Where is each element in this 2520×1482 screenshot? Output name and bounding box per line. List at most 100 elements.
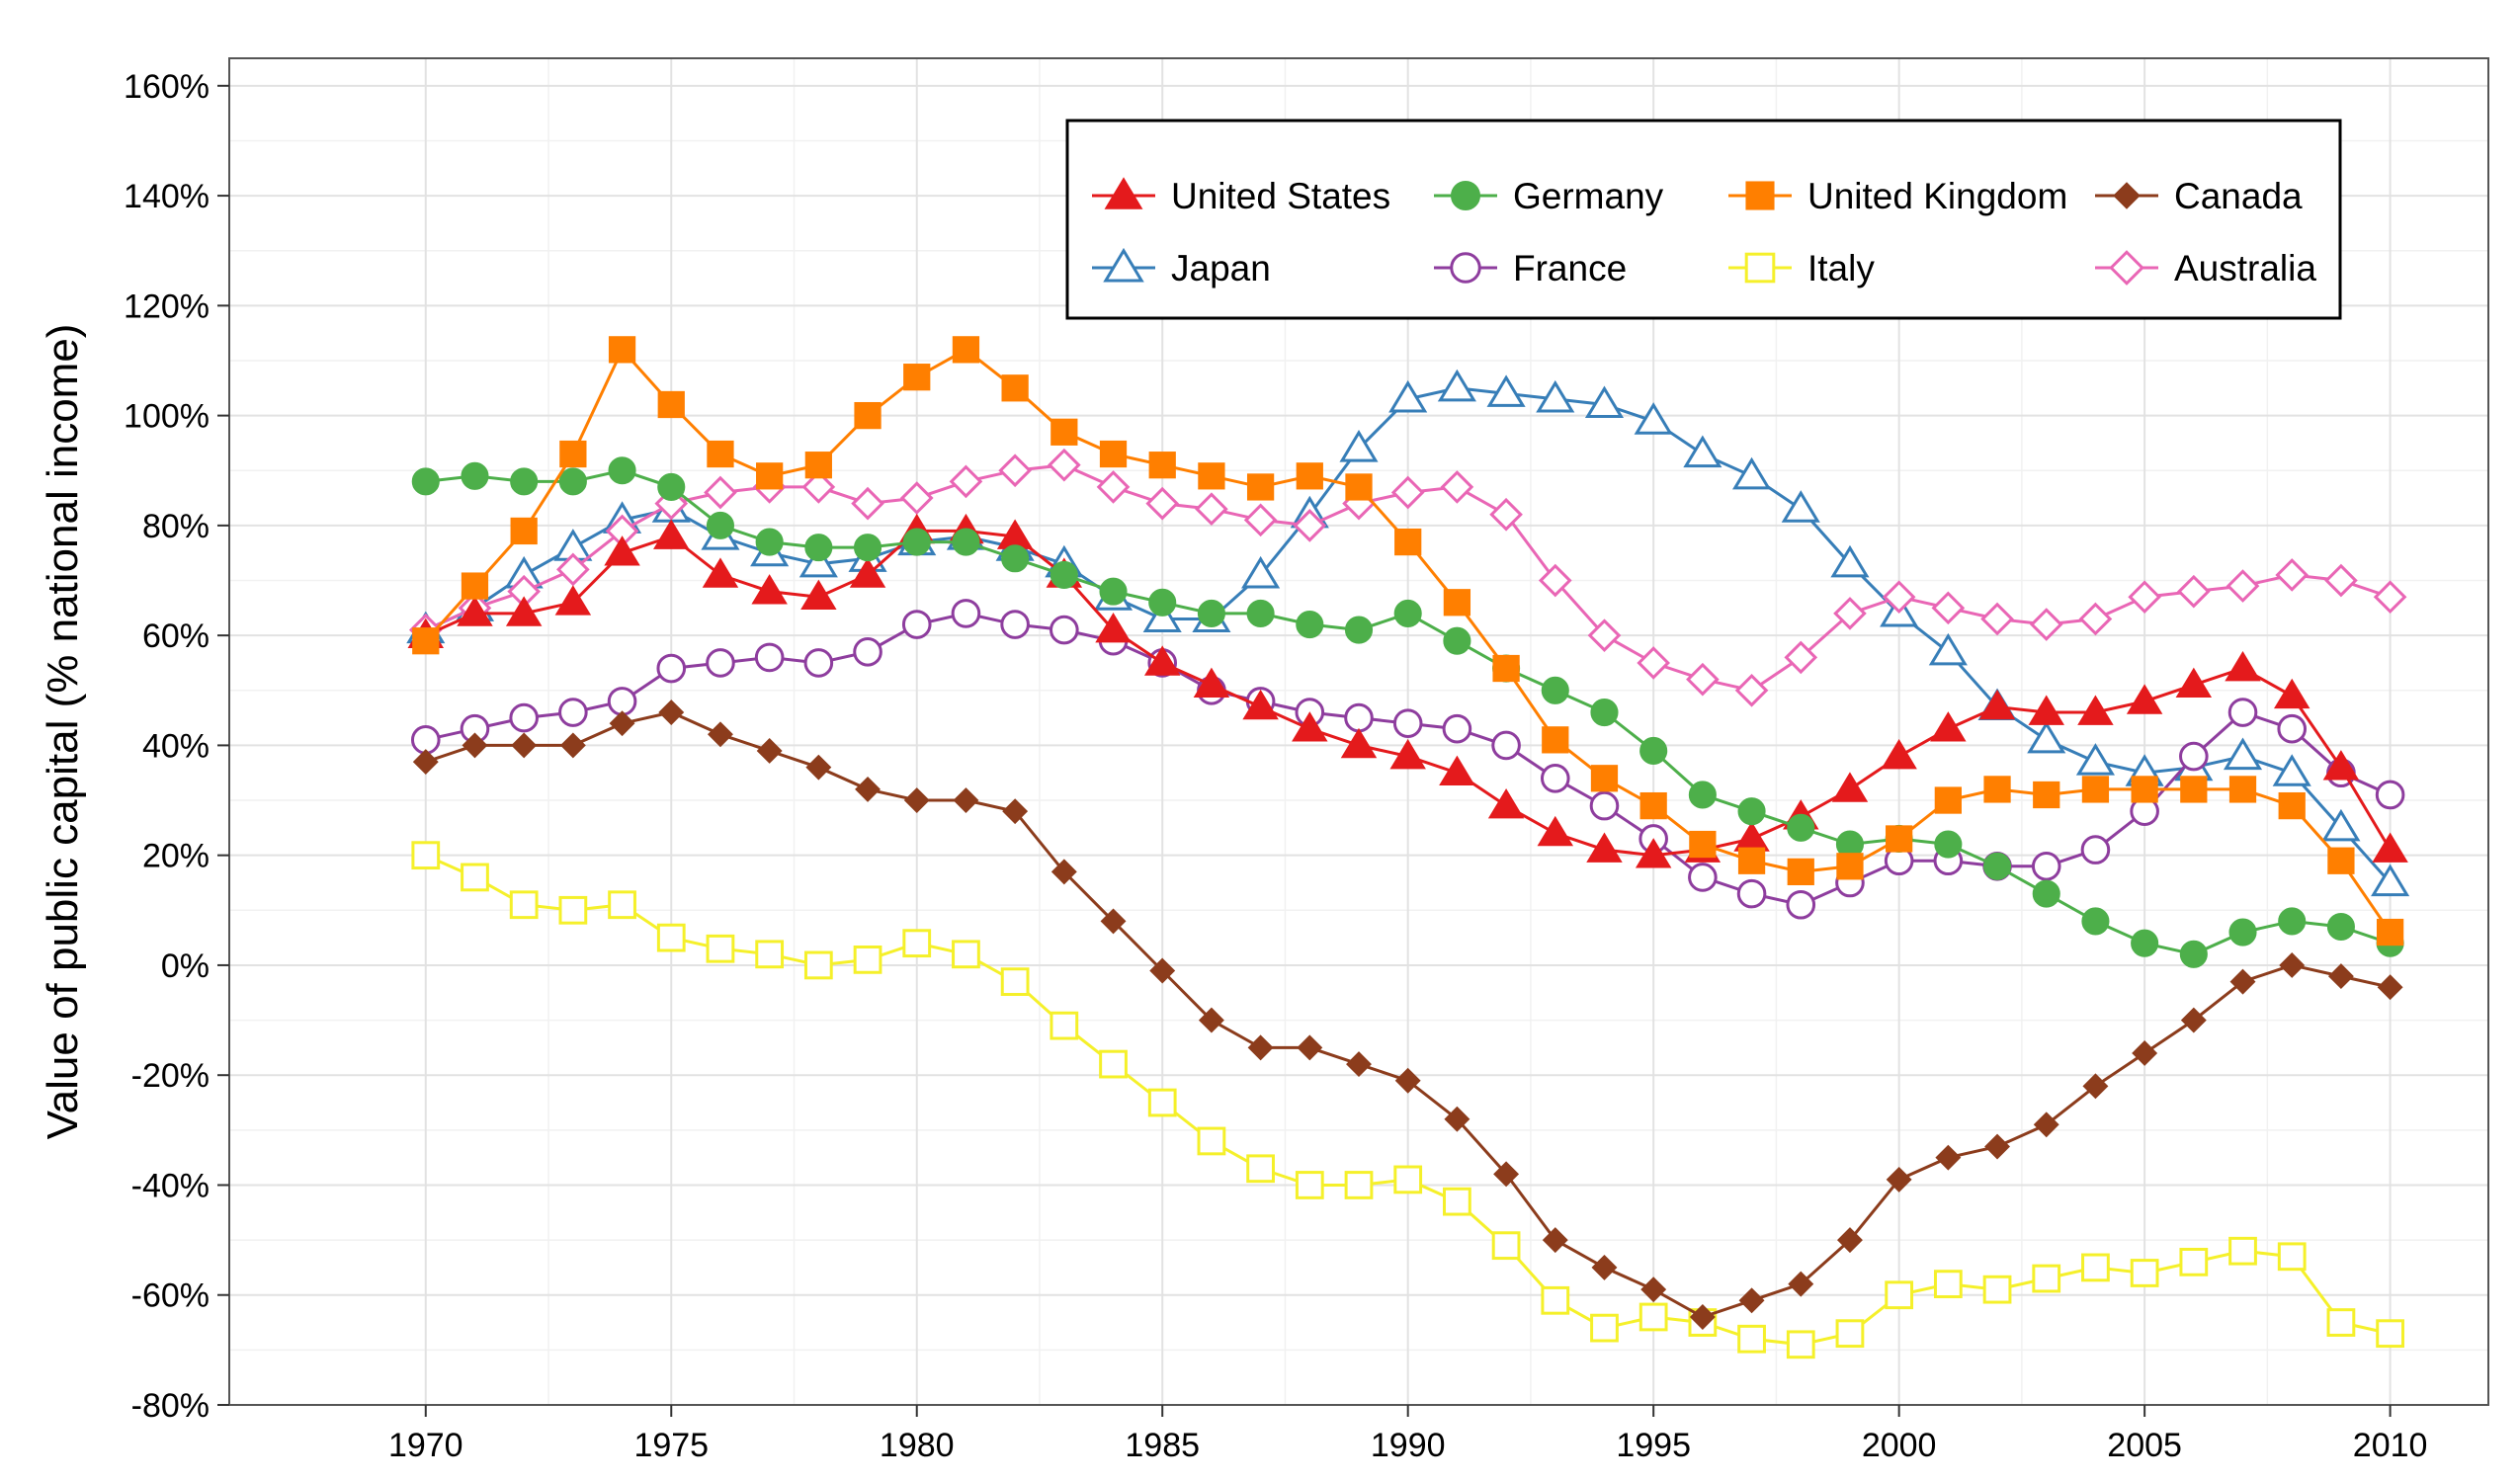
y-tick-label: 80% bbox=[142, 508, 210, 545]
data-point-italy bbox=[2326, 1308, 2356, 1337]
data-point-australia bbox=[1440, 470, 1474, 504]
data-point-japan bbox=[798, 544, 838, 578]
y-tick-label: 40% bbox=[142, 727, 210, 765]
data-point-canada bbox=[1542, 1227, 1568, 1254]
data-point-australia bbox=[1293, 509, 1327, 542]
plot-panel-border bbox=[228, 57, 2489, 1406]
data-point-italy bbox=[1050, 1011, 1079, 1040]
data-point-united-states bbox=[2225, 650, 2261, 682]
data-point-canada bbox=[903, 787, 930, 814]
data-point-italy bbox=[461, 863, 489, 892]
data-point-united-states bbox=[1635, 838, 1672, 868]
data-point-france bbox=[803, 648, 834, 678]
data-point-france bbox=[656, 653, 687, 684]
data-point-japan bbox=[1339, 429, 1379, 462]
data-point-united-kingdom bbox=[559, 440, 587, 468]
data-point-australia bbox=[1882, 580, 1916, 615]
data-point-united-kingdom bbox=[1492, 654, 1520, 683]
data-point-japan bbox=[1241, 555, 1281, 589]
data-point-united-states bbox=[2273, 678, 2310, 709]
data-point-germany bbox=[1590, 698, 1619, 727]
data-point-united-kingdom bbox=[2376, 918, 2404, 947]
data-point-united-states bbox=[1439, 755, 1475, 786]
data-point-italy bbox=[1933, 1270, 1963, 1298]
data-point-japan bbox=[1830, 544, 1870, 578]
data-point-france bbox=[853, 637, 882, 667]
data-point-france bbox=[2080, 835, 2111, 864]
data-point-japan bbox=[2223, 737, 2263, 771]
data-point-germany bbox=[1982, 852, 2012, 880]
data-point-germany bbox=[1443, 626, 1471, 655]
x-tick-label: 2000 bbox=[1862, 1427, 1937, 1464]
data-point-australia bbox=[1195, 492, 1228, 527]
data-point-australia bbox=[1096, 470, 1131, 504]
data-point-united-states bbox=[457, 596, 493, 626]
data-point-france bbox=[2227, 698, 2258, 727]
data-point-united-kingdom bbox=[1001, 374, 1029, 402]
data-point-united-kingdom bbox=[1099, 440, 1128, 468]
y-tick-label: 0% bbox=[161, 947, 210, 985]
data-point-united-kingdom bbox=[608, 336, 636, 364]
data-point-canada bbox=[805, 754, 832, 781]
x-tick-label: 2005 bbox=[2107, 1427, 2182, 1464]
data-point-italy bbox=[558, 895, 588, 925]
legend-label: Australia bbox=[2174, 248, 2316, 288]
series-germany bbox=[411, 456, 2404, 968]
data-point-canada bbox=[1640, 1276, 1667, 1303]
data-point-united-states bbox=[1193, 667, 1230, 699]
data-point-united-kingdom bbox=[1886, 825, 1913, 853]
legend-marker bbox=[1451, 181, 1480, 210]
legend-label: Italy bbox=[1807, 248, 1875, 288]
data-point-canada bbox=[1935, 1144, 1962, 1171]
data-point-japan bbox=[1781, 490, 1820, 523]
data-point-australia bbox=[1637, 646, 1670, 680]
data-point-italy bbox=[2032, 1264, 2061, 1293]
data-point-germany bbox=[2228, 918, 2257, 947]
data-point-germany bbox=[1050, 560, 1078, 589]
data-point-canada bbox=[2279, 951, 2306, 978]
data-point-germany bbox=[853, 534, 882, 562]
data-point-australia bbox=[1833, 597, 1867, 630]
data-point-australia bbox=[899, 481, 934, 515]
legend-marker bbox=[1450, 252, 1481, 284]
data-point-united-states bbox=[2175, 667, 2213, 699]
data-point-australia bbox=[2226, 569, 2260, 603]
data-point-germany bbox=[2326, 912, 2355, 942]
data-point-canada bbox=[1689, 1304, 1716, 1330]
data-point-australia bbox=[851, 486, 884, 521]
data-point-italy bbox=[1885, 1280, 1914, 1310]
data-point-canada bbox=[707, 721, 733, 748]
data-point-united-kingdom bbox=[1443, 589, 1471, 617]
data-point-australia bbox=[1686, 662, 1720, 697]
data-point-canada bbox=[1738, 1287, 1765, 1314]
x-tick-label: 1975 bbox=[633, 1427, 709, 1464]
legend-label: France bbox=[1513, 248, 1627, 288]
data-point-italy bbox=[2179, 1247, 2209, 1276]
data-point-canada bbox=[1886, 1166, 1912, 1193]
data-point-australia bbox=[1390, 475, 1425, 510]
data-point-italy bbox=[1295, 1171, 1324, 1199]
data-point-japan bbox=[1437, 369, 1476, 402]
legend-label: United States bbox=[1171, 176, 1390, 216]
data-point-canada bbox=[1247, 1034, 1274, 1061]
series-group bbox=[406, 336, 2410, 1359]
y-tick-label: 140% bbox=[124, 178, 210, 215]
data-point-italy bbox=[1246, 1154, 1275, 1184]
data-point-united-kingdom bbox=[2278, 791, 2306, 820]
data-point-italy bbox=[1737, 1324, 1766, 1354]
legend-item-australia: Australia bbox=[2095, 248, 2316, 288]
data-point-canada bbox=[1100, 908, 1127, 935]
data-point-italy bbox=[1197, 1126, 1226, 1156]
data-point-australia bbox=[1538, 563, 1572, 598]
data-point-japan bbox=[1142, 600, 1182, 633]
x-tick-label: 1995 bbox=[1616, 1427, 1691, 1464]
data-point-canada bbox=[609, 710, 635, 737]
data-point-germany bbox=[706, 511, 735, 539]
data-point-united-states bbox=[604, 535, 640, 566]
data-point-canada bbox=[1836, 1227, 1863, 1254]
data-point-japan bbox=[2027, 720, 2066, 754]
data-point-australia bbox=[2275, 558, 2310, 592]
data-point-italy bbox=[411, 841, 441, 870]
data-point-france bbox=[558, 698, 588, 727]
data-point-italy bbox=[902, 929, 932, 958]
